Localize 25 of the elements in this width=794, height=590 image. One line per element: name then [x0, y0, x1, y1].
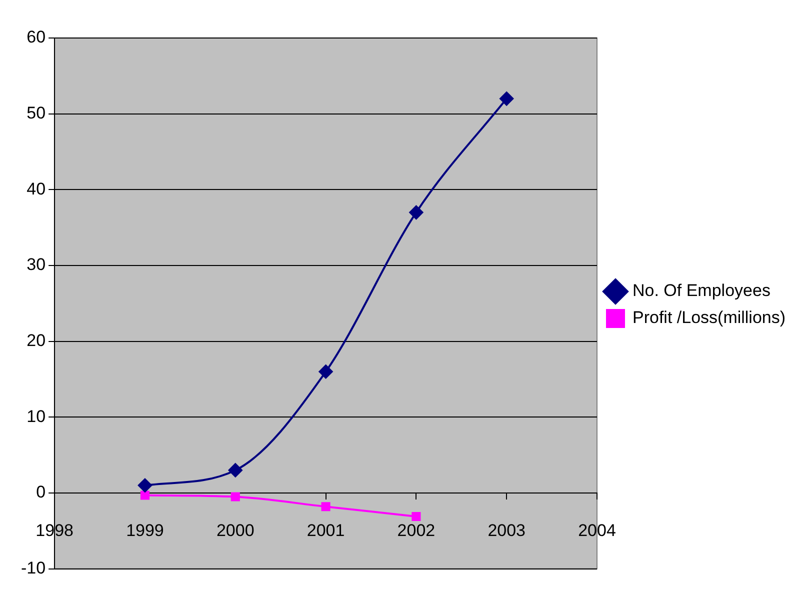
y-tick-label: 20 — [26, 331, 46, 350]
y-tick-label: 60 — [26, 28, 46, 47]
y-tick-label: 50 — [26, 104, 46, 123]
y-tick-label: 0 — [36, 482, 46, 502]
x-tick-label: 2001 — [306, 520, 345, 540]
y-tick-label: -10 — [20, 558, 46, 578]
point — [412, 512, 421, 522]
y-tick-label: 10 — [26, 406, 46, 426]
legend-label: Profit /Loss(millions) — [632, 308, 786, 328]
y-tick-label: 30 — [26, 255, 46, 274]
x-tick-label: 1999 — [126, 520, 164, 540]
x-tick-label: 2004 — [578, 520, 616, 540]
x-tick-label: 2003 — [488, 520, 526, 540]
point — [321, 502, 330, 512]
x-tick-label: 2000 — [216, 520, 254, 540]
y-tick-label: 40 — [26, 179, 46, 198]
legend-label: No. Of Employees — [632, 281, 770, 300]
x-tick-label: 2002 — [397, 520, 436, 540]
point — [409, 205, 424, 220]
point — [140, 490, 150, 500]
point — [318, 364, 333, 379]
point — [138, 478, 152, 492]
point — [500, 92, 514, 106]
point — [228, 463, 242, 478]
point — [230, 492, 240, 502]
